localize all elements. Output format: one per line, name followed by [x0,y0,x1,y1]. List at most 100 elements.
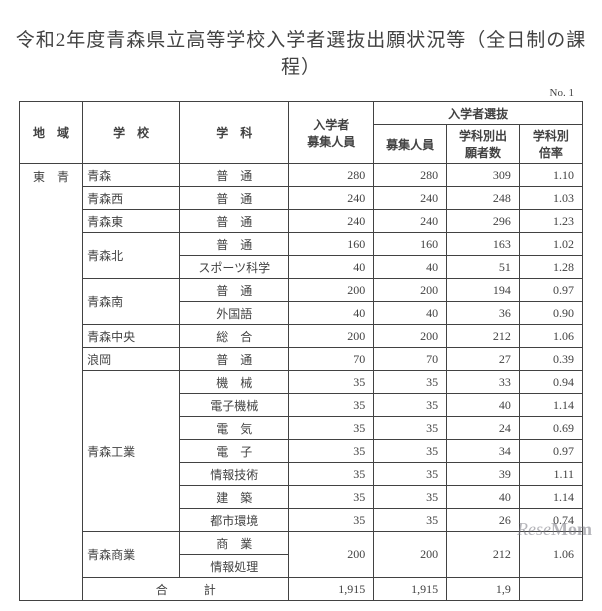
header-ratio: 学科別倍率 [519,125,582,164]
total-label: 合 計 [83,578,289,601]
header-applicants: 学科別出願者数 [447,125,520,164]
app-cell: 309 [447,164,520,187]
school-cell: 浪岡 [83,348,180,371]
department-cell: 電 子 [180,440,289,463]
rec-cell: 35 [374,371,447,394]
table-row: 青森工業機 械3535330.94 [20,371,583,394]
cap-cell: 240 [289,210,374,233]
school-cell: 青森中央 [83,325,180,348]
app-cell: 51 [447,256,520,279]
cap-cell: 70 [289,348,374,371]
app-cell: 212 [447,532,520,578]
cap-cell: 40 [289,256,374,279]
rec-cell: 40 [374,302,447,325]
table-row: 青森北普 通1601601631.02 [20,233,583,256]
app-cell: 33 [447,371,520,394]
header-school: 学 校 [83,102,180,164]
rec-cell: 35 [374,509,447,532]
department-cell: スポーツ科学 [180,256,289,279]
page-number: No. 1 [10,87,592,99]
rec-cell: 35 [374,463,447,486]
header-selection-group: 入学者選抜 [374,102,583,125]
department-cell: 普 通 [180,348,289,371]
app-cell: 163 [447,233,520,256]
department-cell: 普 通 [180,279,289,302]
school-cell: 青森 [83,164,180,187]
rec-cell: 35 [374,440,447,463]
rec-cell: 200 [374,279,447,302]
rate-cell: 0.97 [519,440,582,463]
cap-cell: 35 [289,440,374,463]
app-cell: 40 [447,394,520,417]
rec-cell: 200 [374,532,447,578]
cap-cell: 240 [289,187,374,210]
total-rate [519,578,582,601]
total-row: 合 計1,9151,9151,9 [20,578,583,601]
total-rec: 1,915 [374,578,447,601]
rate-cell: 0.74 [519,509,582,532]
table-row: 青森東普 通2402402961.23 [20,210,583,233]
rate-cell: 1.10 [519,164,582,187]
rate-cell: 1.14 [519,394,582,417]
app-cell: 194 [447,279,520,302]
department-cell: 外国語 [180,302,289,325]
app-cell: 24 [447,417,520,440]
rate-cell: 0.94 [519,371,582,394]
department-cell: 普 通 [180,187,289,210]
header-region: 地 域 [20,102,83,164]
cap-cell: 200 [289,279,374,302]
rate-cell: 0.90 [519,302,582,325]
rec-cell: 70 [374,348,447,371]
school-cell: 青森南 [83,279,180,325]
cap-cell: 280 [289,164,374,187]
school-cell: 青森東 [83,210,180,233]
department-cell: 情報処理 [180,555,289,578]
enrollment-table: 地 域 学 校 学 科 入学者募集人員 入学者選抜 募集人員 学科別出願者数 学… [19,101,583,601]
cap-cell: 35 [289,486,374,509]
table-row: 青森西普 通2402402481.03 [20,187,583,210]
school-cell: 青森西 [83,187,180,210]
rate-cell: 0.97 [519,279,582,302]
cap-cell: 35 [289,417,374,440]
app-cell: 39 [447,463,520,486]
department-cell: 都市環境 [180,509,289,532]
department-cell: 情報技術 [180,463,289,486]
rate-cell: 1.03 [519,187,582,210]
rate-cell: 0.39 [519,348,582,371]
total-cap: 1,915 [289,578,374,601]
app-cell: 36 [447,302,520,325]
table-row: 青森南普 通2002001940.97 [20,279,583,302]
rate-cell: 1.06 [519,325,582,348]
cap-cell: 35 [289,509,374,532]
app-cell: 26 [447,509,520,532]
department-cell: 機 械 [180,371,289,394]
region-cell: 東 青 [20,164,83,601]
rate-cell: 1.23 [519,210,582,233]
app-cell: 248 [447,187,520,210]
rec-cell: 240 [374,210,447,233]
app-cell: 40 [447,486,520,509]
rate-cell: 1.11 [519,463,582,486]
department-cell: 普 通 [180,210,289,233]
rate-cell: 1.28 [519,256,582,279]
rec-cell: 200 [374,325,447,348]
table-body: 東 青青森普 通2802803091.10青森西普 通2402402481.03… [20,164,583,601]
cap-cell: 35 [289,394,374,417]
table-row: 青森商業商 業2002002121.06 [20,532,583,555]
app-cell: 27 [447,348,520,371]
school-cell: 青森商業 [83,532,180,578]
rate-cell: 1.06 [519,532,582,578]
cap-cell: 200 [289,325,374,348]
department-cell: 電子機械 [180,394,289,417]
header-department: 学 科 [180,102,289,164]
department-cell: 普 通 [180,164,289,187]
department-cell: 総 合 [180,325,289,348]
school-cell: 青森北 [83,233,180,279]
department-cell: 商 業 [180,532,289,555]
rate-cell: 1.14 [519,486,582,509]
table-row: 東 青青森普 通2802803091.10 [20,164,583,187]
header-recruit: 募集人員 [374,125,447,164]
table-row: 浪岡普 通7070270.39 [20,348,583,371]
header-capacity: 入学者募集人員 [289,102,374,164]
rate-cell: 0.69 [519,417,582,440]
